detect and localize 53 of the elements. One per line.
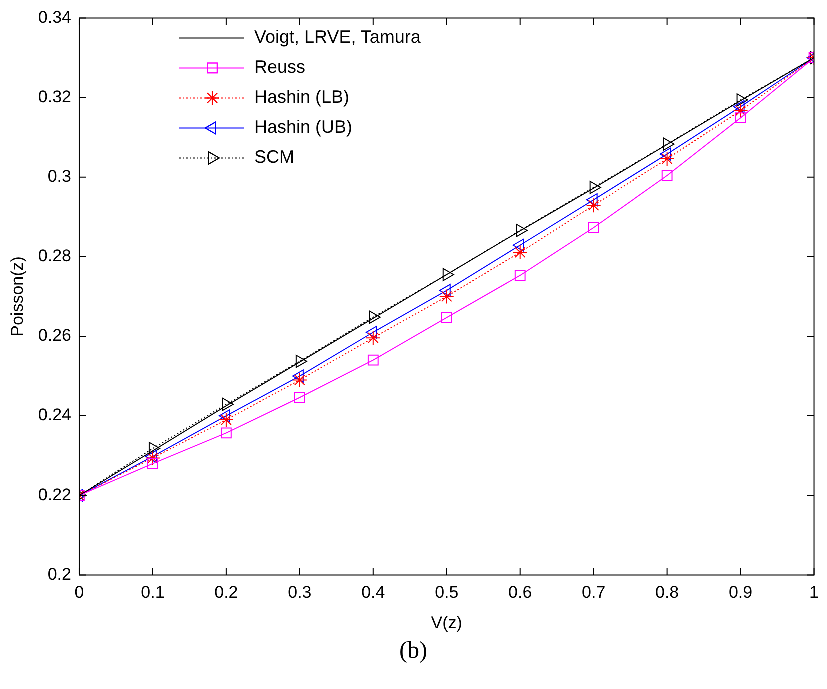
y-tick-label: 0.34	[38, 8, 72, 27]
point	[366, 330, 381, 346]
point	[369, 310, 381, 324]
point	[662, 170, 673, 182]
y-tick-label: 0.26	[38, 326, 72, 346]
x-tick-label: 0.5	[435, 583, 459, 602]
point	[218, 412, 234, 428]
x-tick-label: 0	[74, 583, 84, 602]
point	[296, 354, 308, 368]
x-tick-label: 0.6	[508, 583, 532, 602]
point	[586, 198, 602, 214]
point	[148, 458, 158, 470]
point	[220, 428, 232, 439]
point	[368, 354, 379, 366]
x-tick-label: 1	[810, 583, 820, 602]
legend-label: Voigt, LRVE, Tamura	[254, 27, 422, 48]
x-tick-label: 0.7	[582, 583, 606, 602]
y-tick-label: 0.22	[38, 485, 72, 504]
point	[148, 442, 160, 456]
x-tick-label: 0.1	[141, 583, 165, 602]
point	[733, 103, 748, 118]
point	[512, 238, 524, 252]
point	[439, 289, 454, 304]
point	[586, 193, 598, 207]
x-tick-label: 0.8	[655, 583, 680, 602]
legend-label: Hashin (UB)	[254, 117, 353, 138]
legend-label: Reuss	[254, 57, 306, 78]
point	[514, 270, 526, 282]
point	[660, 152, 675, 167]
y-axis-title: Poisson(z)	[8, 256, 27, 337]
x-tick-label: 0.3	[288, 583, 312, 602]
point	[735, 112, 746, 124]
point	[441, 312, 452, 324]
y-tick-label: 0.3	[48, 167, 72, 186]
point	[292, 372, 308, 388]
y-tick-label: 0.32	[38, 87, 72, 106]
point	[588, 222, 600, 234]
text: (b)	[398, 638, 428, 665]
point	[294, 392, 306, 404]
y-tick-label: 0.24	[38, 406, 72, 425]
legend-label: Hashin (LB)	[254, 87, 350, 108]
y-tick-label: 0.2	[48, 564, 72, 584]
point	[222, 398, 234, 412]
y-tick-label: 0.28	[38, 246, 72, 266]
point	[660, 148, 672, 161]
point	[512, 245, 528, 260]
x-tick-label: 0.9	[728, 583, 753, 602]
x-axis-title: V(z)	[431, 613, 462, 632]
x-tick-label: 0.4	[362, 583, 386, 602]
point	[145, 450, 160, 466]
x-tick-label: 0.2	[214, 583, 238, 602]
point	[733, 100, 745, 114]
legend-label: SCM	[254, 147, 294, 168]
